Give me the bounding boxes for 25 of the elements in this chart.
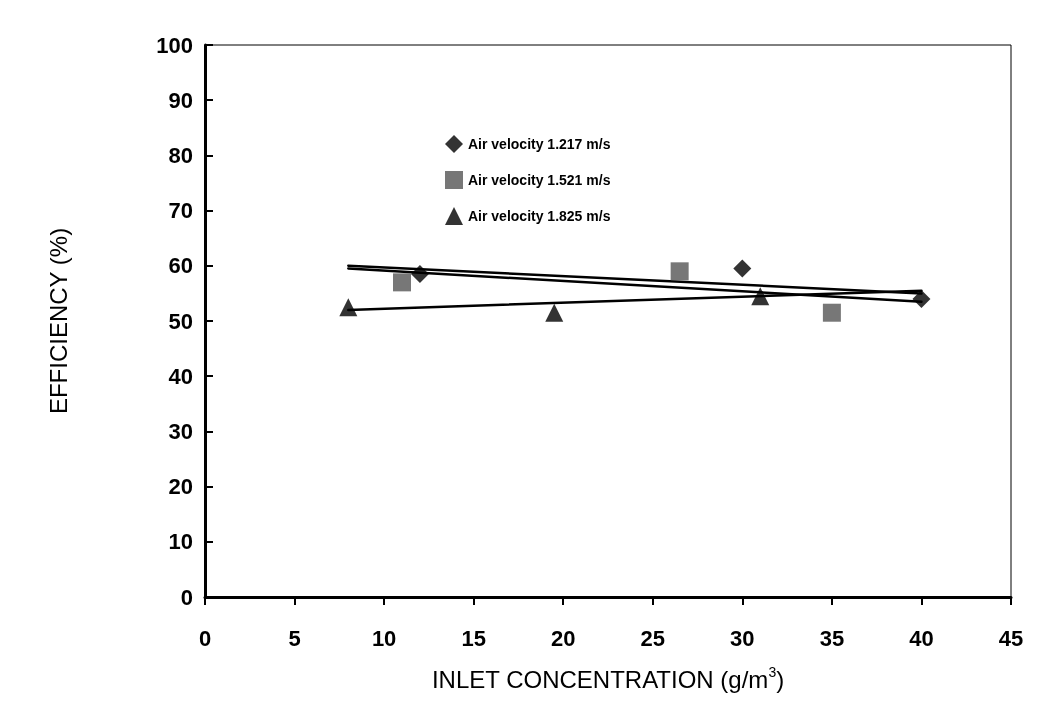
x-tick-label: 0: [198, 625, 212, 651]
legend-label: Air velocity 1.521 m/s: [468, 172, 611, 188]
y-axis-title: EFFICIENCY (%): [44, 227, 72, 415]
x-tick-label: 25: [640, 625, 666, 651]
y-tick-label: 40: [168, 363, 193, 389]
legend-label: Air velocity 1.825 m/s: [468, 208, 611, 224]
x-tick-label: 10: [371, 625, 397, 651]
x-tick-label: 45: [998, 625, 1024, 651]
y-tick-label: 0: [180, 584, 193, 610]
x-tick-label: 30: [730, 625, 755, 651]
y-tick-label: 20: [168, 474, 193, 500]
x-tick-label: 35: [819, 625, 845, 651]
y-tick-label: 30: [168, 418, 193, 444]
x-tick-label: 5: [288, 625, 301, 651]
y-tick-label: 100: [156, 32, 193, 58]
y-tick-label: 10: [168, 529, 193, 555]
y-tick-label: 90: [168, 87, 193, 113]
y-tick-label: 70: [168, 198, 193, 224]
x-tick-label: 20: [550, 625, 576, 651]
y-tick-label: 50: [168, 308, 193, 334]
x-tick-label: 40: [909, 625, 934, 651]
y-tick-label: 60: [168, 253, 193, 279]
legend-label: Air velocity 1.217 m/s: [468, 136, 611, 152]
x-tick-label: 15: [461, 625, 486, 651]
y-tick-label: 80: [168, 142, 193, 168]
